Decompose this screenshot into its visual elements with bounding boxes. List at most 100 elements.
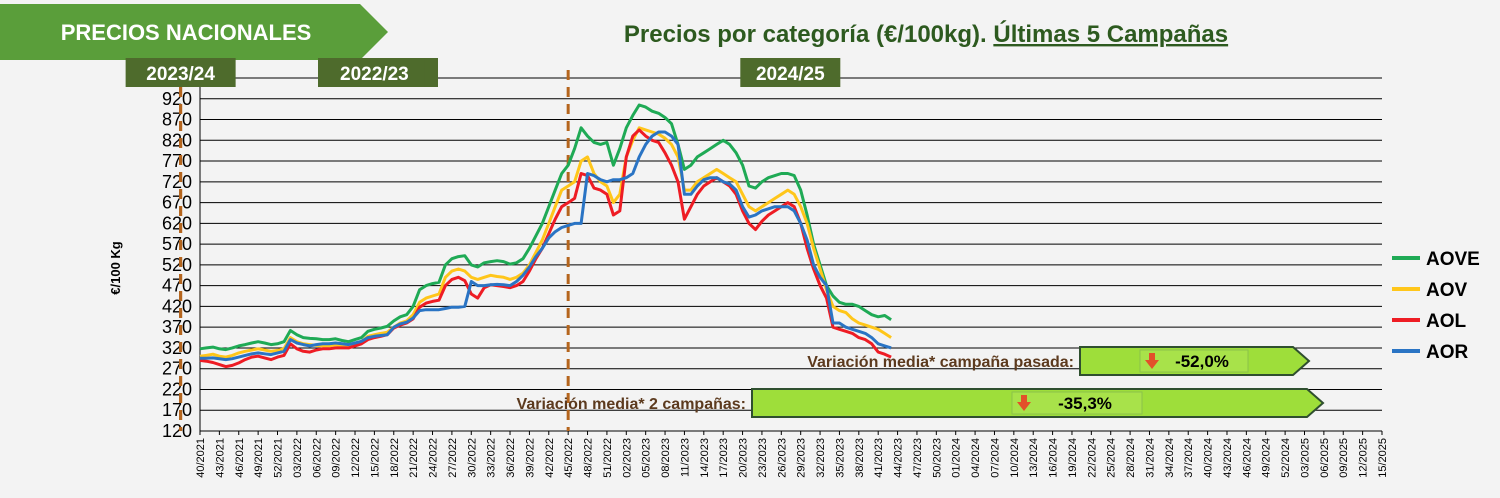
x-tick-label: 17/2023 <box>718 438 730 478</box>
x-tick-label: 43/2024 <box>1222 438 1234 478</box>
x-tick-label: 22/2024 <box>1086 438 1098 478</box>
variation-value: -35,3% <box>1058 394 1112 413</box>
x-tick-label: 44/2023 <box>893 438 905 478</box>
x-tick-label: 23/2023 <box>757 438 769 478</box>
x-tick-label: 01/2024 <box>951 438 963 478</box>
x-tick-label: 16/2024 <box>1048 438 1060 478</box>
y-tick-label: 120 <box>162 421 192 441</box>
campaign-label-box <box>125 58 236 87</box>
variation-value-box <box>1011 391 1143 415</box>
x-tick-label: 43/2021 <box>214 438 226 478</box>
y-tick-label: 470 <box>162 276 192 296</box>
x-tick-label: 25/2024 <box>1106 438 1118 478</box>
x-tick-label: 21/2022 <box>408 438 420 478</box>
x-tick-label: 52/2024 <box>1280 438 1292 478</box>
section-banner: PRECIOS NACIONALES <box>0 4 388 60</box>
x-tick-label: 06/2025 <box>1319 438 1331 478</box>
axis-layer: 1201702202703203704204705205706206707207… <box>162 68 1389 478</box>
x-tick-label: 46/2021 <box>234 438 246 478</box>
x-tick-label: 36/2022 <box>505 438 517 478</box>
campaign-label: 2023/24 <box>146 64 215 85</box>
x-tick-label: 03/2025 <box>1299 438 1311 478</box>
campaign-dividers <box>179 70 570 431</box>
y-axis-label: €/100 Kg <box>108 241 123 295</box>
x-tick-label: 03/2022 <box>292 438 304 478</box>
y-tick-label: 570 <box>162 234 192 254</box>
x-tick-label: 51/2022 <box>602 438 614 478</box>
variation-annotations: Variación media* campaña pasada: -52,0% Va… <box>517 346 1325 418</box>
x-tick-label: 52/2021 <box>273 438 285 478</box>
x-tick-label: 40/2021 <box>195 438 207 478</box>
x-tick-label: 12/2025 <box>1358 438 1370 478</box>
x-tick-label: 50/2023 <box>931 438 943 478</box>
y-tick-label: 820 <box>162 130 192 150</box>
grid-layer <box>200 77 1382 432</box>
x-tick-label: 09/2022 <box>331 438 343 478</box>
x-tick-label: 48/2022 <box>583 438 595 478</box>
x-tick-label: 41/2023 <box>873 438 885 478</box>
x-tick-label: 10/2024 <box>1009 438 1021 478</box>
x-tick-label: 34/2024 <box>1164 438 1176 478</box>
variation-value: -52,0% <box>1175 352 1229 371</box>
y-tick-label: 670 <box>162 193 192 213</box>
y-tick-label: 320 <box>162 338 192 358</box>
x-tick-label: 19/2024 <box>1067 438 1079 478</box>
campaign-label-box <box>740 58 841 87</box>
x-tick-label: 47/2023 <box>912 438 924 478</box>
y-tick-label: 520 <box>162 255 192 275</box>
series-line-aor <box>200 130 892 362</box>
x-tick-label: 06/2022 <box>311 438 323 478</box>
campaign-label-box <box>324 58 425 87</box>
x-tick-label: 18/2022 <box>389 438 401 478</box>
x-tick-label: 09/2025 <box>1338 438 1350 478</box>
x-tick-label: 33/2022 <box>486 438 498 478</box>
legend-label: AOVE <box>1426 249 1480 270</box>
x-tick-label: 46/2024 <box>1241 438 1253 478</box>
x-tick-label: 05/2023 <box>641 438 653 478</box>
x-tick-label: 26/2023 <box>776 438 788 478</box>
x-tick-label: 49/2024 <box>1261 438 1273 478</box>
down-arrow-icon <box>1145 353 1159 369</box>
x-tick-label: 14/2023 <box>699 438 711 478</box>
x-tick-label: 24/2022 <box>428 438 440 478</box>
y-tick-label: 770 <box>162 151 192 171</box>
x-tick-label: 28/2024 <box>1125 438 1137 478</box>
x-tick-label: 37/2024 <box>1183 438 1195 478</box>
chart-title: Precios por categoría (€/100kg). Últimas… <box>624 20 1228 48</box>
x-tick-label: 15/2025 <box>1377 438 1389 478</box>
y-tick-label: 870 <box>162 110 192 130</box>
x-tick-label: 11/2023 <box>679 438 691 477</box>
y-tick-label: 920 <box>162 89 192 109</box>
x-tick-label: 02/2023 <box>621 438 633 478</box>
y-tick-label: 270 <box>162 359 192 379</box>
legend-label: AOV <box>1426 280 1468 301</box>
x-tick-label: 40/2024 <box>1203 438 1215 478</box>
y-tick-label: 420 <box>162 296 192 316</box>
x-tick-label: 04/2024 <box>970 438 982 478</box>
x-tick-label: 49/2021 <box>253 438 265 478</box>
x-tick-label: 35/2023 <box>834 438 846 478</box>
legend-label: AOL <box>1426 311 1467 332</box>
y-tick-label: 220 <box>162 379 192 399</box>
y-tick-label: 620 <box>162 213 192 233</box>
y-tick-label: 720 <box>162 172 192 192</box>
x-tick-label: 13/2024 <box>1028 438 1040 478</box>
series-line-aol <box>199 128 892 369</box>
x-tick-label: 31/2024 <box>1144 438 1156 478</box>
series-layer <box>199 103 892 369</box>
variation-label: Variación media* campaña pasada: <box>807 354 1074 371</box>
x-tick-label: 32/2023 <box>815 438 827 478</box>
down-arrow-icon <box>1017 395 1031 411</box>
chart-title-prefix: Precios por categoría (€/100kg). <box>624 21 993 48</box>
x-tick-label: 20/2023 <box>738 438 750 478</box>
campaign-label: 2024/25 <box>756 64 825 85</box>
section-banner-arrow <box>0 4 388 60</box>
x-tick-label: 29/2023 <box>796 438 808 478</box>
y-tick-label: 370 <box>162 317 192 337</box>
section-label: PRECIOS NACIONALES <box>61 20 312 45</box>
chart-title-underlined: Últimas 5 Campañas <box>993 20 1228 48</box>
x-tick-label: 15/2022 <box>369 438 381 478</box>
x-tick-label: 45/2022 <box>563 438 575 478</box>
x-tick-label: 38/2023 <box>854 438 866 478</box>
